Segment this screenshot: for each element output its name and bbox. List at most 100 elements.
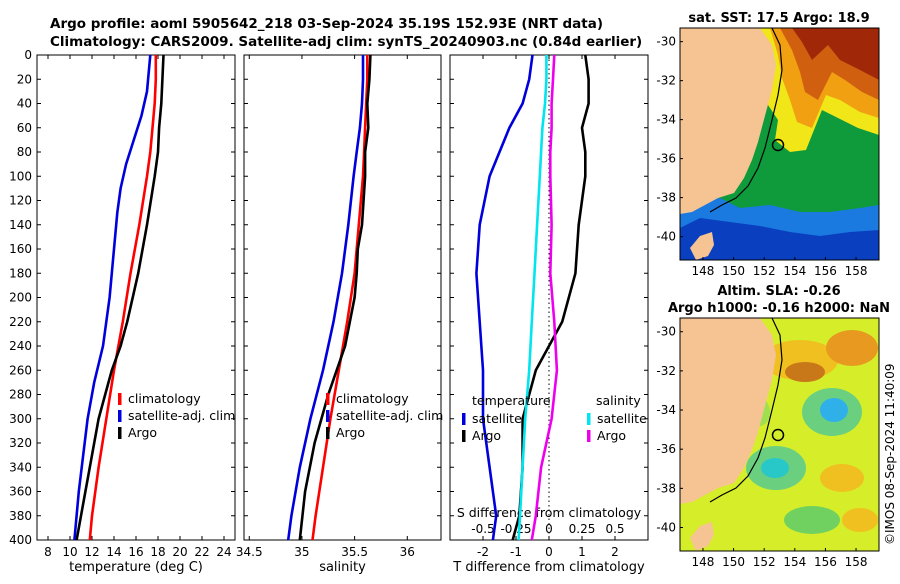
series-line-satellite-adj-clim (73, 54, 152, 541)
x-tick-label: -1 (510, 545, 522, 559)
imos-credit: ©IMOS 08-Sep-2024 11:40:09 (883, 363, 897, 545)
legend-swatch (118, 427, 122, 439)
x-tick-label: 10 (62, 545, 77, 559)
difference-panel: -2 -1 0 1 2T difference from climatology S di… (449, 54, 649, 575)
legend-swatch (462, 430, 466, 442)
legend-label: climatology (336, 391, 409, 406)
y-tick-label: 80 (17, 145, 32, 159)
y-tick-label: 160 (9, 242, 32, 256)
map-x-tick-label: 148 (692, 555, 715, 569)
x-tick-label: 35 (294, 545, 309, 559)
map-x-tick-label: 150 (722, 555, 745, 569)
y-tick-label: 40 (17, 97, 32, 111)
map-x-tick-label: 150 (722, 264, 745, 278)
sst-profile-marker (771, 138, 785, 152)
sla-map-subtitle: Argo h1000: -0.16 h2000: NaN (668, 301, 890, 316)
map-y-tick-label: -40 (656, 521, 676, 535)
legend-label: climatology (128, 391, 201, 406)
x-tick-label: -2 (477, 545, 489, 559)
map-y-tick-label: -30 (656, 35, 676, 49)
legend-title-salinity: salinity (596, 393, 641, 408)
plot-frame (243, 54, 442, 541)
y-tick-label: 180 (9, 266, 32, 280)
x-tick-label: 12 (84, 545, 99, 559)
x-tick-label: 14 (106, 545, 121, 559)
y-tick-label: 300 (9, 412, 32, 426)
sla-island (690, 522, 714, 551)
map-x-tick-label: 152 (753, 555, 776, 569)
sst-cold-blue (680, 218, 879, 260)
map-y-tick-label: -34 (656, 403, 676, 417)
map-y-tick-label: -40 (656, 230, 676, 244)
sla-land (680, 318, 776, 504)
legend-swatch (462, 413, 466, 425)
series-line-s-satellite (517, 55, 548, 541)
y-tick-label: 360 (9, 485, 32, 499)
y-tick-label: 240 (9, 339, 32, 353)
sst-isobath (709, 28, 783, 213)
sst-land (680, 28, 776, 214)
top-tick-label: 0.5 (605, 522, 624, 536)
legend-label: satellite-adj. clim (128, 408, 235, 423)
legend-swatch (587, 430, 591, 442)
series-line-argo (298, 54, 372, 541)
map-x-tick-label: 156 (814, 264, 837, 278)
map-x-tick-label: 154 (783, 555, 806, 569)
sla-anomaly-9 (784, 506, 840, 534)
legend-label: Argo (597, 428, 626, 443)
map-x-tick-label: 152 (753, 264, 776, 278)
map-x-tick-label: 158 (845, 264, 868, 278)
sst-map-frame (679, 27, 880, 261)
sst-map-axes: 148 150 152 154 156 158 -30 -32 -34 -36 -38 -40 (656, 35, 867, 278)
sla-isobath (709, 318, 783, 503)
map-y-tick-label: -36 (656, 152, 676, 166)
y-tick-label: 200 (9, 291, 32, 305)
legend-label: satellite-adj. clim (336, 408, 443, 423)
legend-swatch (326, 427, 330, 439)
sla-anomaly-3 (826, 330, 878, 366)
y-tick-label: 220 (9, 315, 32, 329)
legend-swatch (326, 393, 330, 405)
x-tick-label: 34.5 (236, 545, 263, 559)
x-tick-label: 2 (611, 545, 619, 559)
top-tick-label: -0.5 (471, 522, 494, 536)
series-line-t-satellite (475, 54, 534, 541)
sst-map (680, 28, 879, 260)
x-axis-label: T difference from climatology (452, 560, 645, 575)
x-tick-label: 35.5 (341, 545, 368, 559)
legend-swatch (118, 393, 122, 405)
map-y-tick-label: -34 (656, 113, 676, 127)
x-tick-label: 22 (194, 545, 209, 559)
y-tick-label: 100 (9, 169, 32, 183)
x-tick-label: 24 (216, 545, 231, 559)
sst-map-title: sat. SST: 17.5 Argo: 18.9 (688, 11, 869, 26)
x-tick-label: 0 (545, 545, 553, 559)
legend-swatch (326, 410, 330, 422)
top-axis-label: S difference from climatology (457, 505, 642, 520)
x-tick-label: 8 (44, 545, 52, 559)
legend-swatch (118, 410, 122, 422)
sla-profile-marker (771, 428, 785, 442)
map-y-tick-label: -36 (656, 442, 676, 456)
header-line-2: Climatology: CARS2009. Satellite-adj cli… (50, 34, 642, 50)
sla-anomaly-2 (785, 362, 825, 382)
series-line-s-argo (530, 54, 559, 541)
x-tick-label: 20 (172, 545, 187, 559)
map-x-tick-label: 156 (814, 555, 837, 569)
legend-label: satellite (472, 411, 522, 426)
series-line-satellite-adj-clim (286, 55, 365, 541)
top-tick-label: 0 (545, 522, 553, 536)
legend-label: Argo (128, 425, 157, 440)
sla-map-frame (679, 317, 880, 552)
top-tick-label: 0.25 (569, 522, 596, 536)
x-tick-label: 1 (578, 545, 586, 559)
sst-warm-red (792, 28, 879, 80)
y-tick-label: 380 (9, 509, 32, 523)
y-tick-label: 0 (24, 48, 32, 62)
x-axis-label: temperature (deg C) (69, 560, 203, 575)
sla-map-axes: 148 150 152 154 156 158 -30 -32 -34 -36 -38 -40 (656, 325, 867, 569)
y-tick-label: 260 (9, 363, 32, 377)
map-x-tick-label: 158 (845, 555, 868, 569)
salinity-panel: 34.5 35 35.5 36 salinity climatology satellite… (236, 54, 443, 575)
